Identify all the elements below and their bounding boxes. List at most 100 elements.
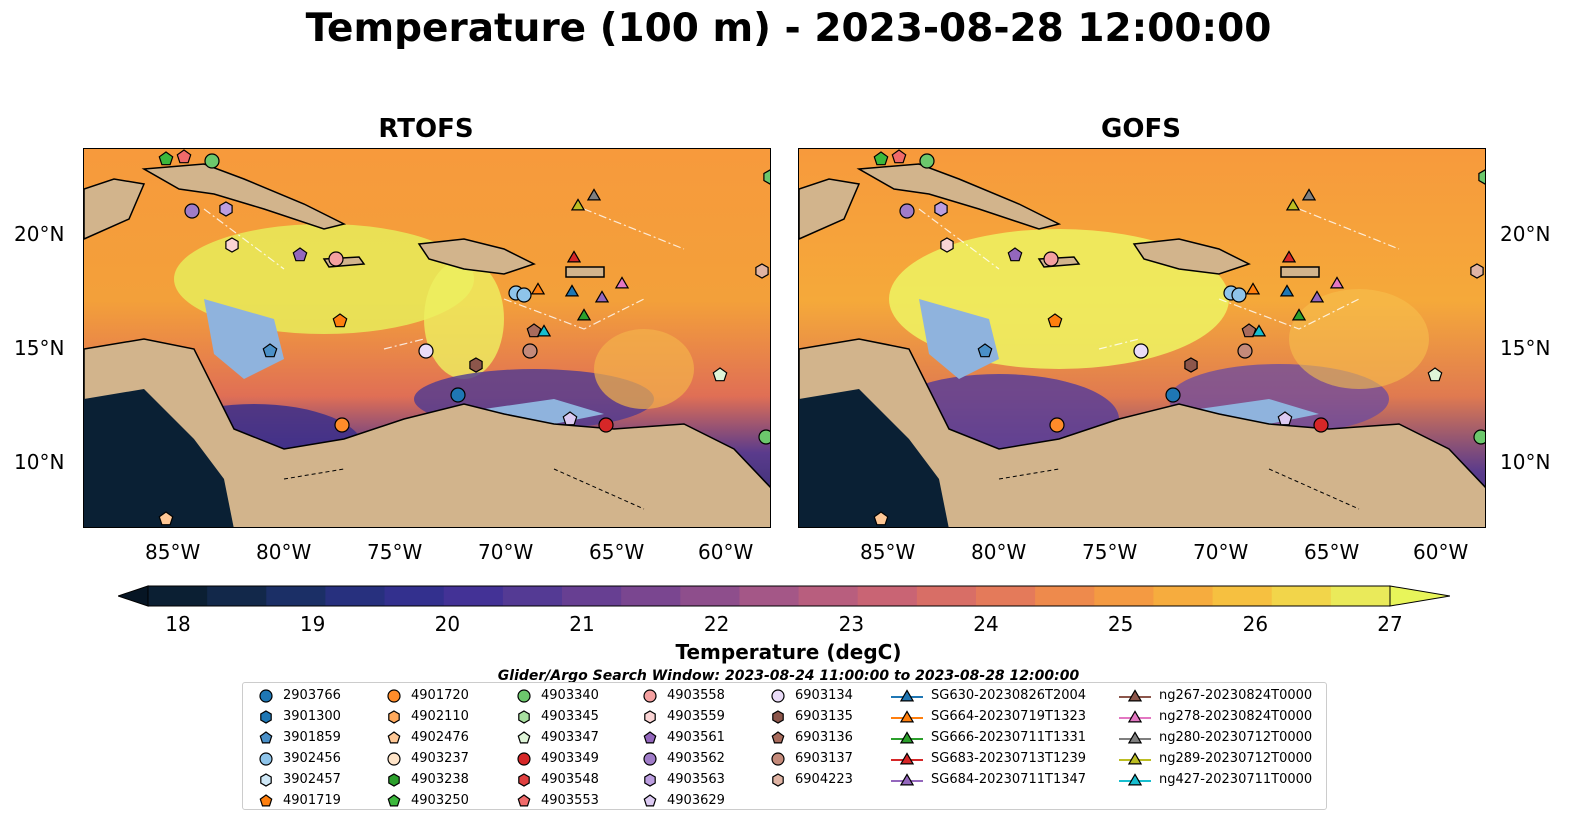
legend-label: 4903349 (541, 751, 599, 766)
circle-marker (1473, 429, 1485, 445)
hexagon-legend-icon (644, 772, 656, 787)
legend-column: ng267-20230824T0000 ng278-20230824T0000 ng… (1119, 685, 1312, 790)
legend-label: 4901720 (411, 688, 469, 703)
legend-label: 4903563 (667, 772, 725, 787)
observation-markers-rtofs (158, 149, 770, 526)
legend-item: 4903238 (385, 769, 469, 790)
legend-item: 4903237 (385, 748, 469, 769)
pentagon-marker (873, 151, 889, 166)
pentagon-legend-icon (387, 793, 401, 806)
hexagon-marker (772, 772, 784, 787)
hexagon-marker (260, 709, 272, 724)
colorbar-segment (1330, 586, 1391, 606)
pentagon-marker (517, 793, 531, 806)
circle-marker (387, 751, 401, 766)
triangle-legend-icon (1119, 688, 1151, 701)
triangle-marker (1301, 188, 1317, 201)
colorbar-segment (739, 586, 800, 606)
map-panel-gofs (798, 148, 1486, 528)
colorbar-segment (502, 586, 563, 606)
legend-item: ng278-20230824T0000 (1119, 706, 1312, 727)
pentagon-marker (332, 313, 348, 328)
legend-label: ng427-20230711T0000 (1159, 772, 1313, 787)
circle-marker (450, 387, 466, 403)
pentagon-marker (1277, 411, 1293, 426)
legend-item: SG684-20230711T1347 (891, 769, 1086, 790)
map-gofs (799, 149, 1485, 527)
triangle-marker (1127, 730, 1143, 743)
legend-label: 3901859 (283, 730, 341, 745)
triangle-legend-icon (1119, 709, 1151, 722)
lat-tick-label: 15°N (14, 336, 65, 360)
circle-marker (387, 688, 401, 703)
colorbar-segment (1271, 586, 1332, 606)
triangle-marker (1291, 308, 1307, 321)
search-window-text: Glider/Argo Search Window: 2023-08-24 11… (497, 668, 1080, 684)
legend-label: 6904223 (795, 772, 853, 787)
circle-marker (259, 751, 273, 766)
lon-tick-label: 80°W (256, 540, 312, 564)
circle-marker (1237, 343, 1253, 359)
legend-item: SG666-20230711T1331 (891, 727, 1086, 748)
pentagon-marker (158, 151, 174, 166)
legend-label: SG683-20230713T1239 (931, 751, 1087, 766)
legend-item: 4901719 (257, 790, 341, 811)
circle-marker (516, 287, 532, 303)
legend-label: 4903629 (667, 793, 725, 808)
triangle-marker (1281, 250, 1297, 263)
hexagon-legend-icon (388, 709, 400, 724)
colorbar-label: Temperature (degC) (675, 640, 902, 664)
circle-marker (919, 153, 935, 169)
pentagon-marker (517, 730, 531, 743)
map-rtofs (84, 149, 770, 527)
panel-title-gofs: GOFS (1101, 114, 1181, 144)
circle-marker (328, 251, 344, 267)
colorbar-tick-label: 18 (165, 612, 191, 636)
legend-column: 2903766 3901300 3901859 3902456 3902457 49017… (257, 685, 341, 811)
pentagon-marker (387, 793, 401, 806)
legend-item: ng289-20230712T0000 (1119, 748, 1312, 769)
legend-item: 6903136 (769, 727, 853, 748)
colorbar-segment (1035, 586, 1095, 606)
legend-label: 4902110 (411, 709, 469, 724)
circle-marker (771, 751, 785, 766)
pentagon-legend-icon (643, 793, 657, 806)
circle-legend-icon (259, 751, 273, 766)
hexagon-marker (225, 237, 239, 253)
colorbar-tick-label: 22 (703, 612, 730, 636)
legend-label: 4901719 (283, 793, 341, 808)
legend-label: 4903562 (667, 751, 725, 766)
legend-item: 4903629 (641, 790, 725, 811)
colorbar-extend-high (1389, 585, 1451, 607)
colorbar-extend-low (116, 585, 149, 607)
circle-marker (517, 688, 531, 703)
circle-marker (899, 203, 915, 219)
pentagon-marker (873, 511, 889, 526)
pentagon-marker (262, 343, 278, 358)
colorbar-tick-label: 24 (973, 612, 999, 636)
legend-label: ng289-20230712T0000 (1159, 751, 1313, 766)
hexagon-legend-icon (260, 709, 272, 724)
circle-marker (598, 417, 614, 433)
circle-legend-icon (387, 688, 401, 703)
pentagon-marker (771, 730, 785, 743)
circle-marker (259, 688, 273, 703)
pentagon-legend-icon (259, 793, 273, 806)
lon-tick-label: 65°W (589, 540, 645, 564)
map-panel-rtofs (83, 148, 771, 528)
circle-legend-icon (643, 751, 657, 766)
circle-marker (1049, 417, 1065, 433)
legend-label: SG630-20230826T2004 (931, 688, 1087, 703)
pentagon-marker (562, 411, 578, 426)
hexagon-legend-icon (644, 709, 656, 724)
colorbar-tick-label: 21 (569, 612, 595, 636)
triangle-marker (899, 772, 915, 785)
legend-item: 4903347 (515, 727, 599, 748)
colorbar-segment (562, 586, 622, 606)
colorbar-segment (857, 586, 918, 606)
lon-tick-label: 75°W (367, 540, 423, 564)
triangle-legend-icon (891, 751, 923, 764)
legend-label: SG684-20230711T1347 (931, 772, 1087, 787)
lat-tick-label: 20°N (1500, 222, 1551, 246)
colorbar-bar (116, 585, 1451, 607)
